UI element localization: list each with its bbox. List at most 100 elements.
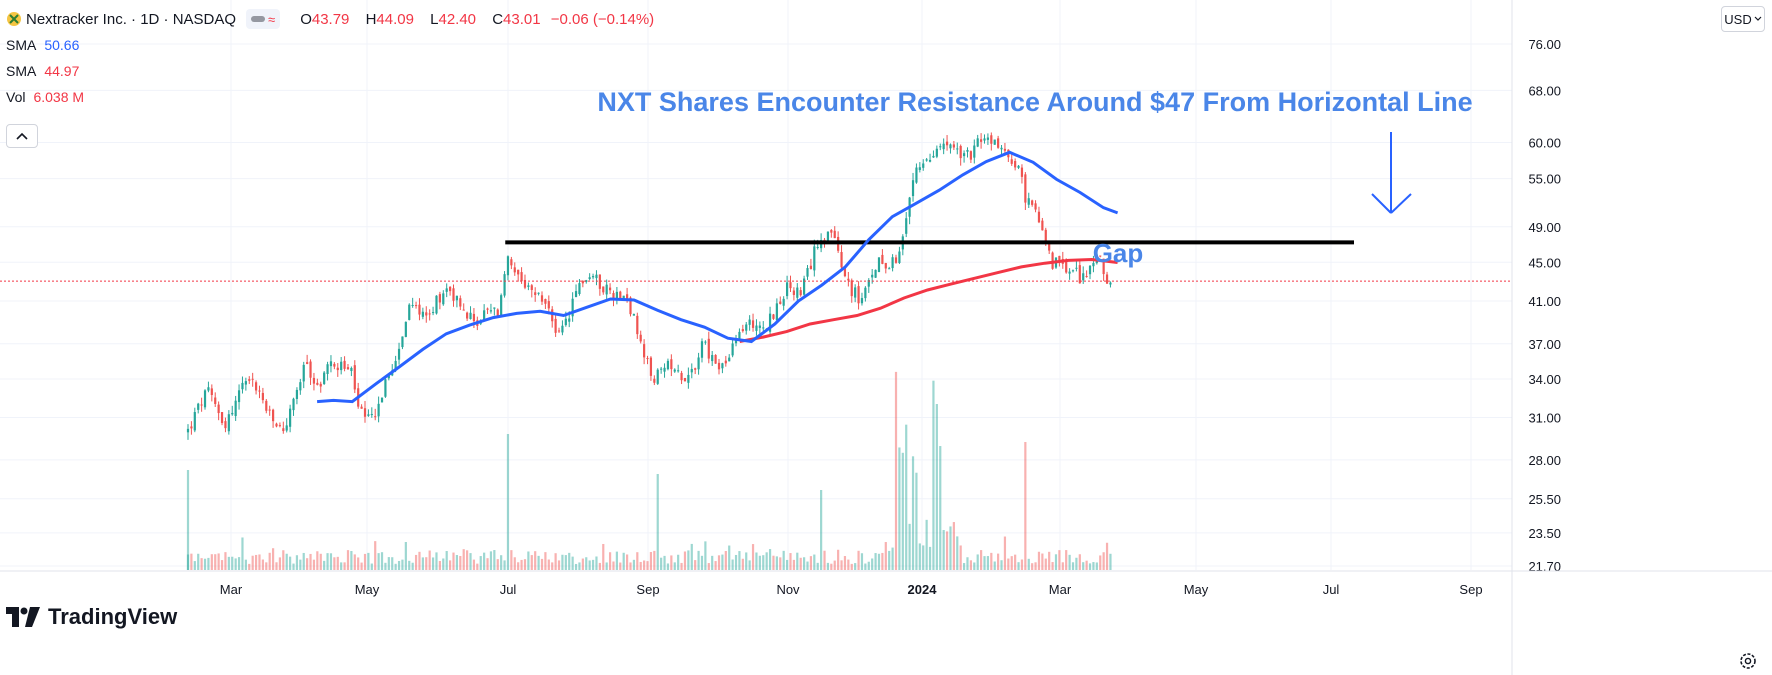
candle-body	[925, 159, 928, 161]
volume-bar	[557, 560, 561, 570]
volume-bar	[677, 554, 680, 570]
volume-bar	[625, 554, 629, 570]
candle-body	[622, 295, 625, 299]
candle-body	[615, 291, 618, 299]
candle-body	[408, 304, 411, 320]
candle-body	[1000, 147, 1003, 150]
volume-bar	[874, 553, 877, 570]
candle-body	[884, 263, 887, 269]
candle-body	[544, 299, 547, 304]
candle-body	[224, 421, 227, 429]
volume-bar	[653, 550, 656, 570]
nextracker-logo-icon	[7, 12, 21, 26]
y-tick-label: 37.00	[1528, 337, 1561, 352]
volume-bar	[391, 557, 394, 570]
y-tick-label: 25.50	[1528, 492, 1561, 507]
volume-bars	[186, 371, 1112, 570]
y-tick-label: 41.00	[1528, 294, 1561, 309]
volume-bar	[312, 559, 316, 570]
candle-body	[779, 301, 782, 304]
candle-body	[435, 295, 438, 314]
volume-bar	[629, 562, 632, 570]
candle-body	[758, 325, 761, 328]
candle-body	[745, 324, 748, 331]
candle-body	[265, 400, 268, 411]
candle-body	[639, 334, 642, 342]
candle-body	[574, 291, 578, 298]
volume-bar	[785, 559, 789, 570]
candle-body	[956, 148, 959, 150]
candle-body	[1024, 174, 1027, 203]
candle-body	[823, 239, 826, 241]
candle-body	[969, 151, 972, 160]
volume-bar	[537, 555, 540, 570]
volume-bar	[357, 557, 360, 570]
link-icon	[251, 16, 266, 22]
candle-body	[700, 341, 704, 358]
candle-body	[707, 338, 710, 359]
volume-bar	[1095, 562, 1098, 570]
candle-body	[438, 294, 441, 303]
candle-body	[295, 389, 299, 399]
compare-indicators-pill[interactable]: ≈	[246, 9, 281, 29]
volume-bar	[302, 552, 305, 570]
volume-bar	[343, 562, 346, 570]
volume-bar	[796, 552, 799, 570]
volume-bar	[483, 552, 486, 570]
candle-body	[721, 363, 724, 369]
candle-body	[227, 414, 230, 432]
x-tick-label: Jul	[1323, 582, 1340, 597]
collapse-legend-button[interactable]	[6, 124, 38, 148]
volume-bar	[547, 559, 550, 570]
candle-body	[428, 313, 431, 315]
candle-body	[316, 382, 319, 385]
candle-body	[506, 256, 510, 276]
currency-selector[interactable]: USD	[1721, 6, 1765, 32]
volume-bar	[551, 562, 554, 570]
volume-bar	[748, 560, 751, 570]
candle-body	[1105, 274, 1109, 284]
volume-bar	[666, 563, 670, 570]
candle-body	[459, 298, 462, 307]
candle-body	[928, 159, 932, 162]
candle-body	[551, 309, 554, 322]
chevron-down-icon	[1754, 16, 1762, 21]
volume-bar	[945, 531, 949, 570]
volume-bar	[854, 563, 857, 570]
candle-body	[799, 290, 802, 296]
indicator-volume[interactable]: Vol 6.038 M	[6, 89, 85, 105]
volume-bar	[564, 555, 567, 570]
candle-body	[1051, 252, 1054, 269]
volume-bar	[469, 553, 472, 570]
candle-body	[826, 231, 830, 244]
volume-bar	[942, 530, 945, 570]
volume-bar	[271, 548, 275, 570]
volume-bar	[193, 561, 196, 570]
candle-body	[1092, 263, 1095, 267]
candle-body	[608, 287, 612, 291]
candle-body	[666, 360, 670, 370]
x-tick-label: May	[355, 582, 380, 597]
volume-bar	[428, 550, 431, 570]
candle-body	[785, 282, 789, 297]
y-tick-label: 21.70	[1528, 559, 1561, 574]
volume-bar	[997, 553, 1000, 570]
candle-body	[1014, 161, 1017, 168]
indicator-sma-slow[interactable]: SMA 44.97	[6, 63, 80, 79]
candle-body	[847, 278, 850, 281]
candle-body	[1020, 167, 1024, 177]
candle-body	[711, 355, 714, 362]
tradingview-logo[interactable]: TradingView	[6, 604, 177, 630]
candle-body	[251, 378, 254, 380]
candle-body	[731, 343, 734, 356]
symbol-title[interactable]: Nextracker Inc. · 1D · NASDAQ	[6, 11, 236, 28]
volume-bar	[990, 552, 993, 570]
gear-icon[interactable]	[1738, 651, 1758, 671]
indicator-sma-fast[interactable]: SMA 50.66	[6, 37, 80, 53]
candle-body	[203, 390, 207, 408]
candle-body	[768, 313, 772, 332]
tradingview-wordmark: TradingView	[48, 604, 178, 629]
candle-body	[598, 274, 601, 289]
volume-bar	[1037, 551, 1041, 570]
